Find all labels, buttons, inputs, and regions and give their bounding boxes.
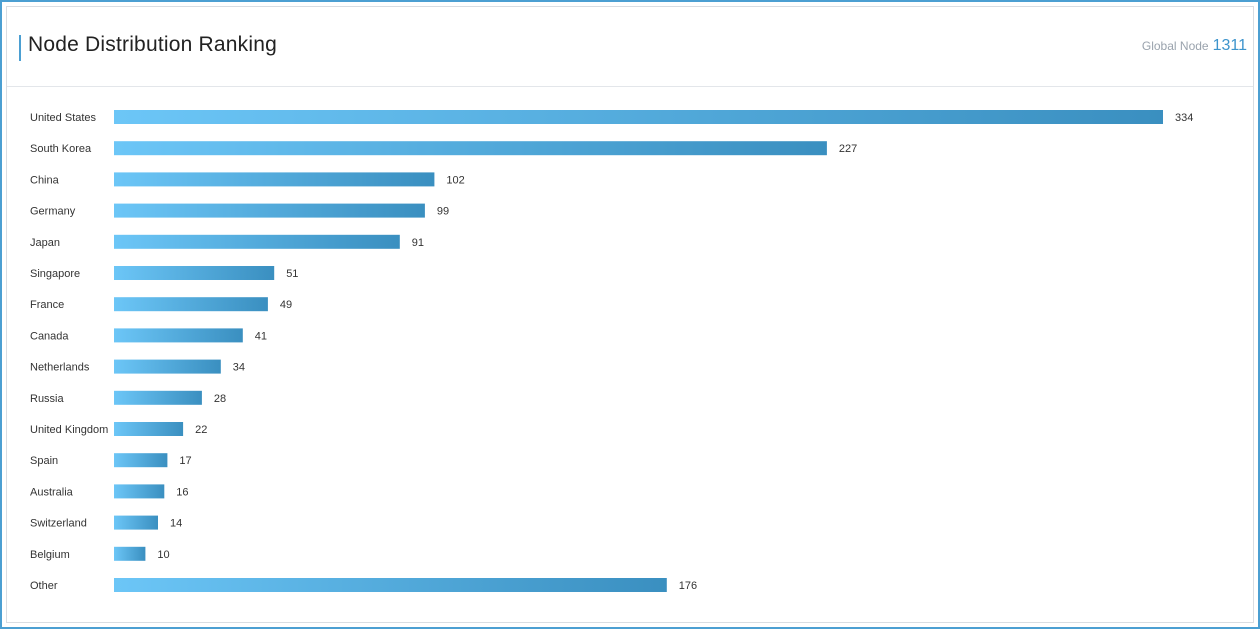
category-label-belgium: Belgium	[30, 549, 70, 561]
category-label-japan: Japan	[30, 237, 60, 249]
category-label-other: Other	[30, 580, 58, 592]
category-label-spain: Spain	[30, 455, 58, 467]
value-label-germany: 99	[437, 206, 449, 218]
bar-russia	[114, 390, 202, 405]
category-label-united-states: United States	[30, 112, 97, 124]
bar-singapore	[114, 266, 275, 280]
value-label-singapore: 51	[286, 268, 298, 280]
global-node-label: Global Node	[1141, 39, 1209, 53]
bar-switzerland	[114, 515, 158, 530]
category-label-united-kingdom: United Kingdom	[30, 424, 108, 436]
category-label-switzerland: Switzerland	[30, 518, 87, 530]
value-label-france: 49	[280, 299, 292, 311]
bar-united-states	[114, 110, 1163, 124]
title-accent-bar	[19, 35, 21, 61]
chart-panel: Node Distribution Ranking Global Node 131…	[6, 6, 1254, 623]
category-label-germany: Germany	[30, 206, 76, 218]
value-label-south-korea: 227	[839, 143, 857, 155]
value-label-australia: 16	[176, 486, 188, 498]
bar-china	[114, 172, 435, 187]
page-title: Node Distribution Ranking	[28, 33, 277, 56]
value-label-switzerland: 14	[170, 518, 182, 530]
bar-germany	[114, 203, 425, 218]
bars-layer: United States 334 South Korea 227 China 102 Ge…	[30, 110, 1193, 592]
value-label-netherlands: 34	[233, 362, 245, 374]
bar-belgium	[114, 546, 146, 561]
bar-spain	[114, 453, 168, 468]
bar-france	[114, 297, 268, 312]
global-node-count: 1311	[1212, 37, 1247, 54]
bar-south-korea	[114, 141, 827, 156]
value-label-united-states: 334	[1175, 112, 1193, 124]
bar-other	[114, 578, 667, 592]
value-label-russia: 28	[214, 393, 226, 405]
value-label-other: 176	[679, 580, 697, 592]
global-node-summary: Global Node 1311	[1142, 37, 1247, 55]
value-label-spain: 17	[179, 455, 191, 467]
category-label-canada: Canada	[30, 330, 69, 342]
value-label-china: 102	[446, 174, 464, 186]
value-label-japan: 91	[412, 237, 424, 249]
value-label-united-kingdom: 22	[195, 424, 207, 436]
bar-australia	[114, 484, 165, 499]
category-label-singapore: Singapore	[30, 268, 80, 280]
panel-header: Node Distribution Ranking Global Node 131…	[7, 7, 1253, 87]
category-label-south-korea: South Korea	[30, 143, 92, 155]
category-label-france: France	[30, 299, 64, 311]
value-label-belgium: 10	[157, 549, 169, 561]
category-label-netherlands: Netherlands	[30, 362, 90, 374]
bar-netherlands	[114, 359, 221, 374]
category-label-china: China	[30, 174, 60, 186]
bar-canada	[114, 328, 243, 343]
bar-japan	[114, 234, 400, 249]
value-label-canada: 41	[255, 330, 267, 342]
category-label-russia: Russia	[30, 393, 65, 405]
bar-united-kingdom	[114, 422, 184, 436]
category-label-australia: Australia	[30, 486, 74, 498]
